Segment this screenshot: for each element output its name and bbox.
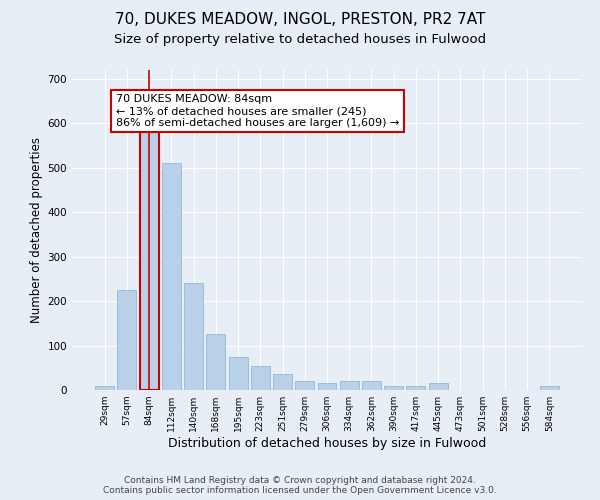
Bar xyxy=(317,384,337,390)
Text: Size of property relative to detached houses in Fulwood: Size of property relative to detached ho… xyxy=(114,32,486,46)
Bar xyxy=(429,384,448,390)
Bar xyxy=(406,386,425,390)
Y-axis label: Number of detached properties: Number of detached properties xyxy=(31,137,43,323)
Bar xyxy=(540,386,559,390)
Bar xyxy=(95,386,114,390)
Text: Contains HM Land Registry data © Crown copyright and database right 2024.
Contai: Contains HM Land Registry data © Crown c… xyxy=(103,476,497,495)
Bar xyxy=(295,381,314,390)
Bar xyxy=(140,132,158,390)
Bar xyxy=(184,284,203,390)
Bar xyxy=(384,386,403,390)
Bar xyxy=(340,381,359,390)
X-axis label: Distribution of detached houses by size in Fulwood: Distribution of detached houses by size … xyxy=(168,437,486,450)
Text: 70, DUKES MEADOW, INGOL, PRESTON, PR2 7AT: 70, DUKES MEADOW, INGOL, PRESTON, PR2 7A… xyxy=(115,12,485,28)
Bar xyxy=(273,374,292,390)
Bar xyxy=(229,356,248,390)
Bar xyxy=(118,290,136,390)
Bar xyxy=(206,334,225,390)
Bar xyxy=(251,366,270,390)
Bar xyxy=(162,164,181,390)
Bar xyxy=(362,381,381,390)
Text: 70 DUKES MEADOW: 84sqm
← 13% of detached houses are smaller (245)
86% of semi-de: 70 DUKES MEADOW: 84sqm ← 13% of detached… xyxy=(116,94,399,128)
